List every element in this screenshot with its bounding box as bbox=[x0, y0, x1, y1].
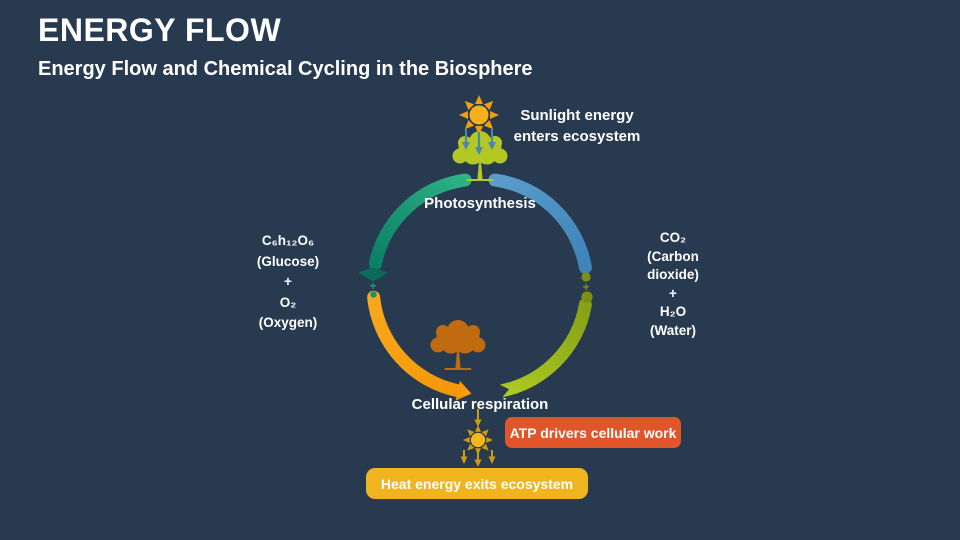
tree-icon bbox=[430, 320, 486, 370]
arrowhead-orange-icon bbox=[455, 380, 472, 401]
co2-water-label: CO₂ (Carbon dioxide) + H₂O (Water) bbox=[623, 229, 723, 340]
chem-line: + bbox=[284, 274, 292, 289]
heat-sun-icon bbox=[463, 425, 493, 455]
chem-line: CO₂ bbox=[659, 230, 687, 245]
junction-dot-left bbox=[370, 291, 377, 298]
arc-glucose-oxygen bbox=[367, 290, 465, 398]
cellular-respiration-label: Cellular respiration bbox=[411, 396, 549, 413]
arrowhead-green-icon bbox=[358, 267, 388, 282]
arc-photosynthesis-left bbox=[368, 173, 472, 271]
chem-line: (Carbon bbox=[647, 248, 699, 264]
sunlight-arrows bbox=[462, 129, 496, 155]
chem-line: (Glucose) bbox=[256, 253, 320, 269]
heat-badge: Heat energy exits ecosystem bbox=[366, 468, 588, 499]
sun-icon bbox=[459, 95, 499, 135]
chem-line: (Water) bbox=[650, 322, 696, 338]
junction-dot-right-top bbox=[581, 272, 591, 282]
atp-badge: ATP drivers cellular work bbox=[505, 417, 681, 448]
chem-line: dioxide) bbox=[647, 267, 699, 282]
page-title: ENERGY FLOW bbox=[38, 12, 282, 48]
arrow-notch bbox=[493, 381, 509, 403]
glucose-oxygen-label: C₆h₁₂O₆ (Glucose) + O₂ (Oxygen) bbox=[238, 231, 338, 334]
chem-line: (Oxygen) bbox=[258, 315, 318, 330]
chem-line: O₂ bbox=[279, 294, 297, 310]
junction-dot-right-bottom bbox=[581, 291, 593, 303]
heat-arrows bbox=[460, 409, 496, 467]
chem-line: + bbox=[669, 285, 677, 301]
arc-co2-water bbox=[488, 173, 592, 274]
sunlight-label: Sunlight energy enters ecosystem bbox=[513, 107, 641, 145]
chem-line: H₂O bbox=[659, 304, 687, 319]
junction-plus-left: + bbox=[369, 279, 377, 293]
junction-plus-right: + bbox=[582, 280, 590, 294]
arc-respiration-right bbox=[495, 298, 592, 398]
cycle-arcs bbox=[367, 173, 592, 398]
chem-line: C₆h₁₂O₆ bbox=[261, 233, 315, 248]
page-subtitle: Energy Flow and Chemical Cycling in the … bbox=[38, 58, 533, 80]
photosynthesis-label: Photosynthesis bbox=[424, 195, 536, 212]
